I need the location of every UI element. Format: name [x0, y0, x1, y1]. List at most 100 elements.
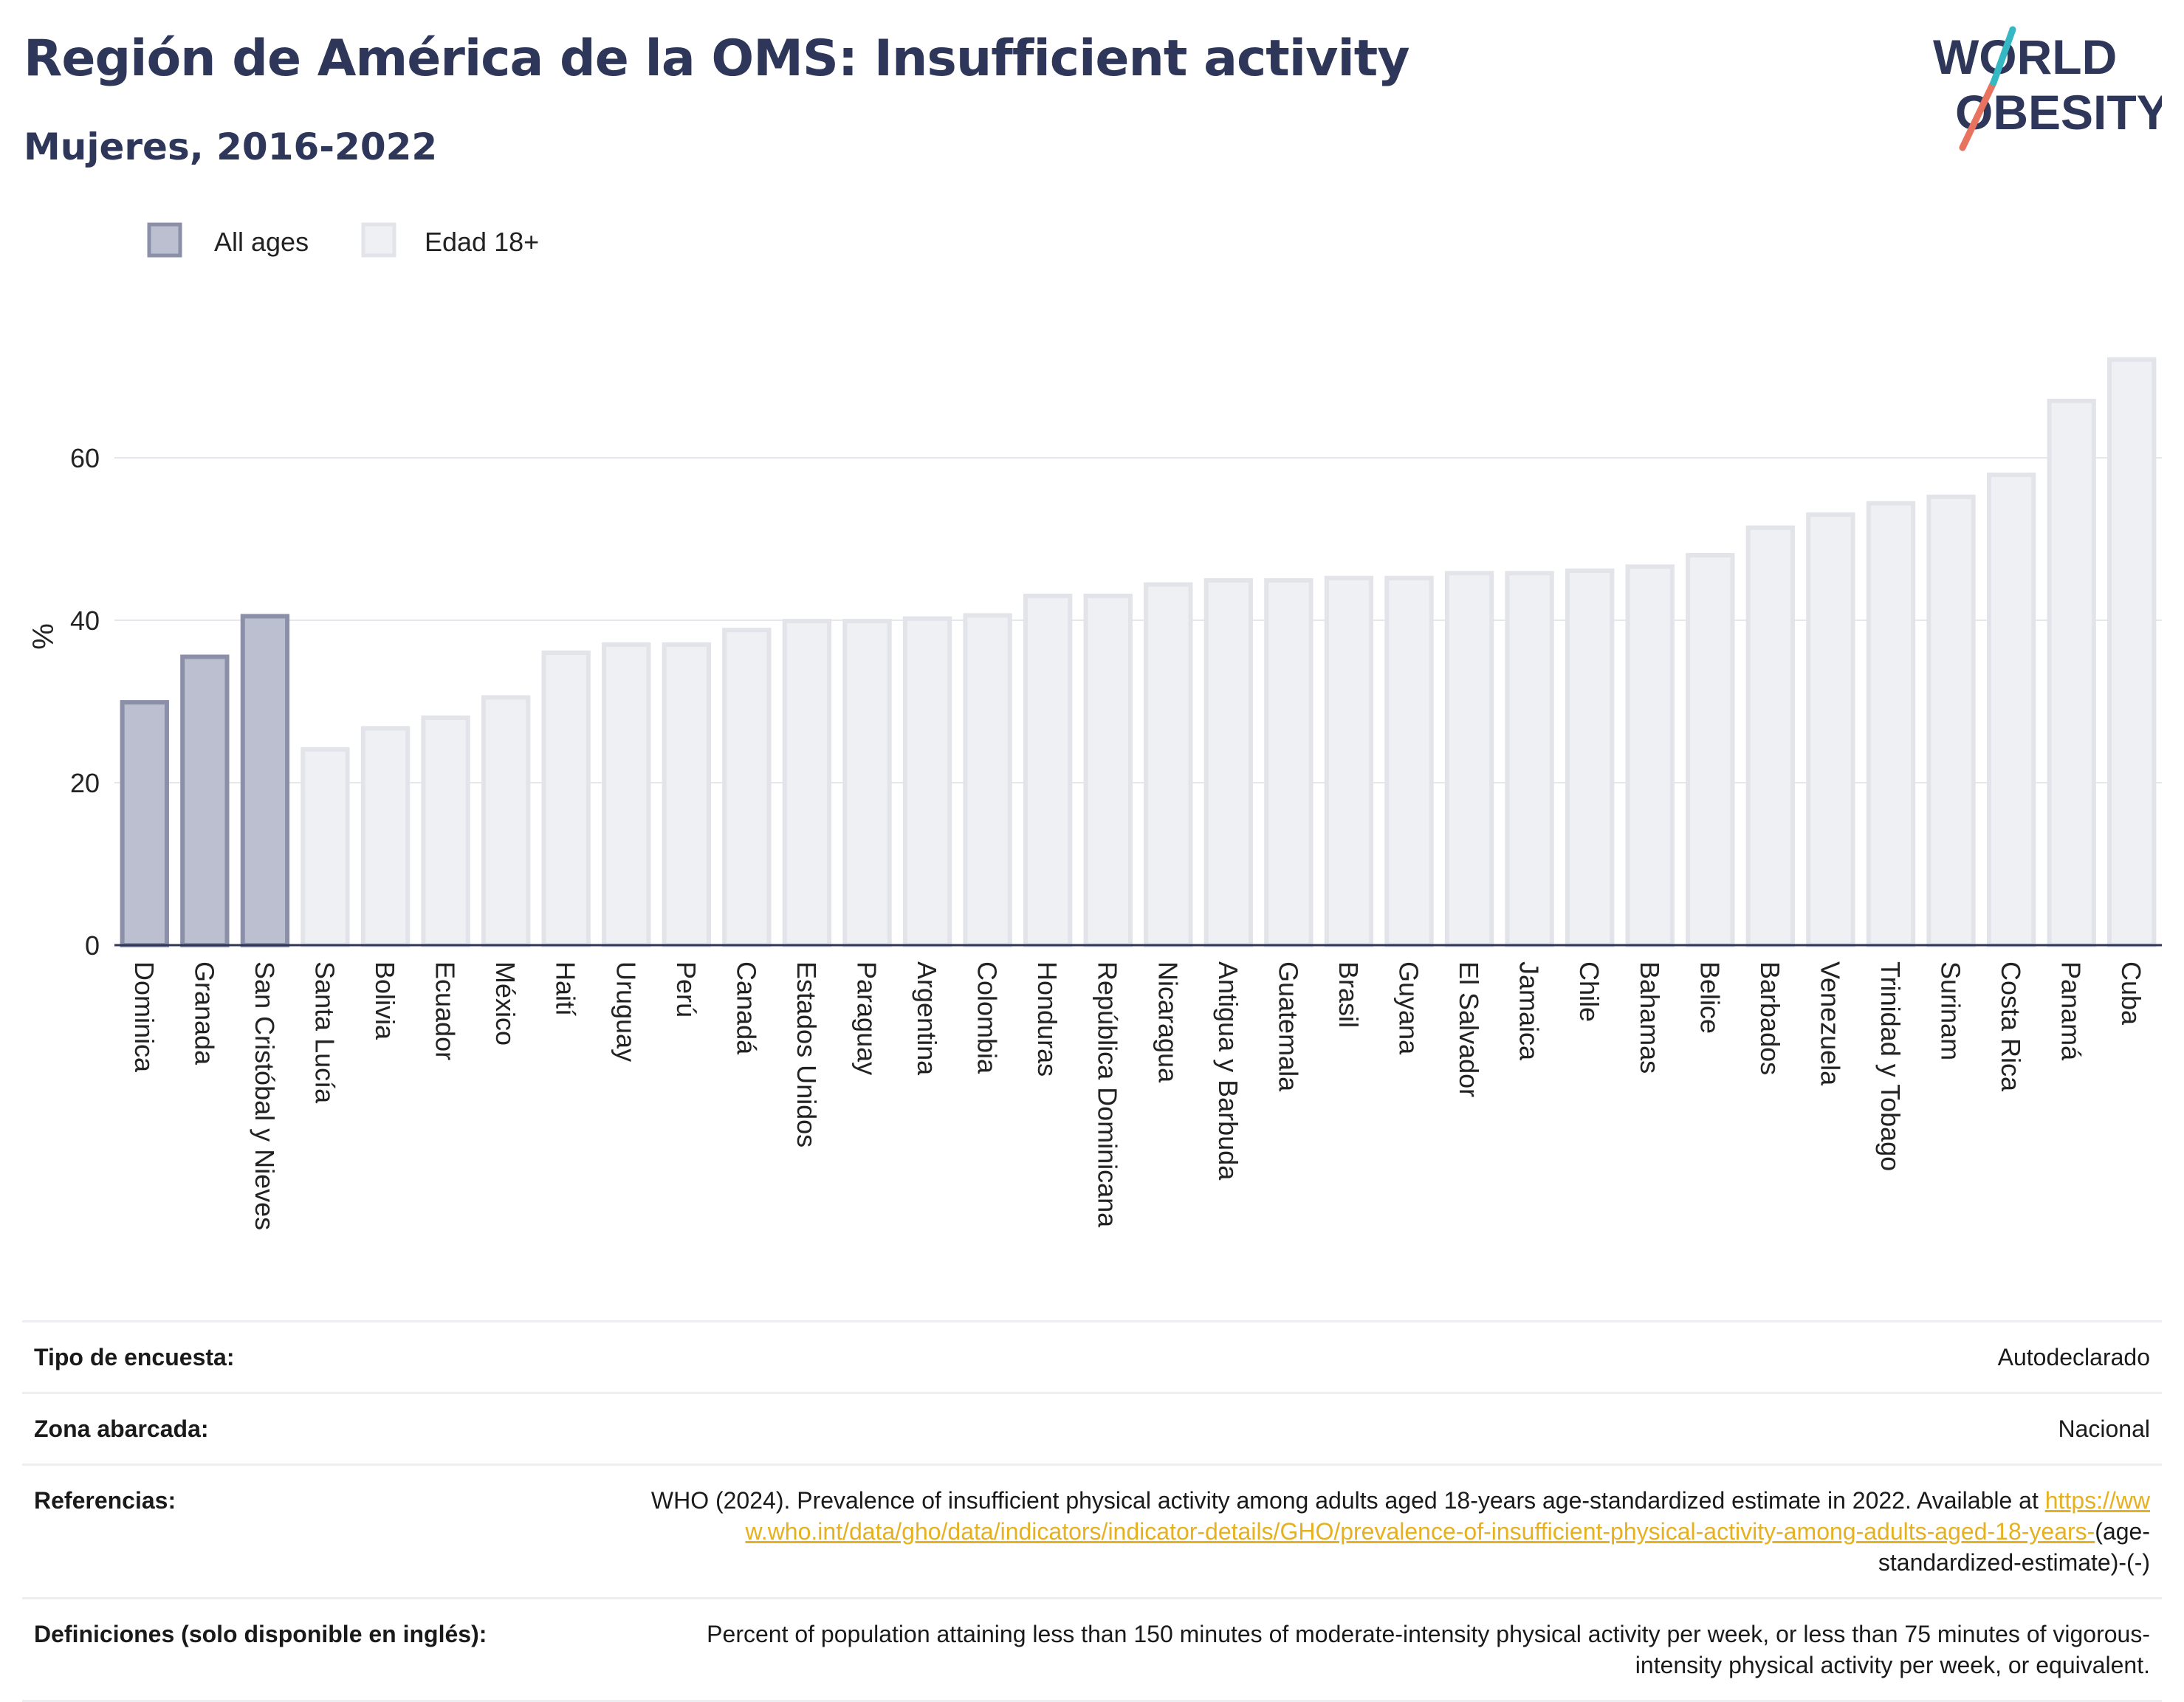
- bar: [481, 695, 531, 947]
- bar: [963, 613, 1012, 948]
- x-tick-label: Chile: [1574, 961, 1604, 1022]
- bar: [360, 726, 411, 947]
- x-tick-label: Perú: [671, 961, 701, 1018]
- info-key: Definiciones (solo disponible en inglés)…: [22, 1597, 636, 1702]
- x-tick-label: Granada: [189, 961, 219, 1066]
- bar: [301, 747, 350, 948]
- x-tick-label: Colombia: [972, 961, 1003, 1074]
- info-value: Nacional: [636, 1392, 2162, 1466]
- bar: [1926, 494, 1976, 947]
- x-tick-label: San Cristóbal y Nieves: [250, 961, 280, 1230]
- x-tick-label: Cuba: [2116, 961, 2146, 1026]
- chart-title: Región de América de la OMS: Insufficien…: [24, 30, 1410, 88]
- reference-link[interactable]: https://www.who.int/data/gho/data/indica…: [745, 1487, 2150, 1545]
- bar: [120, 700, 169, 947]
- x-tick-label: Jamaica: [1514, 961, 1545, 1061]
- x-tick-label: Venezuela: [1815, 961, 1845, 1086]
- bar: [1745, 525, 1796, 947]
- bar: [1806, 512, 1855, 947]
- bar: [1384, 575, 1434, 947]
- x-tick-label: Guatemala: [1273, 961, 1303, 1092]
- x-tick-label: El Salvador: [1454, 961, 1484, 1097]
- legend-swatch-all-ages: [147, 222, 182, 258]
- info-value: WHO (2024). Prevalence of insufficient p…: [636, 1463, 2162, 1599]
- y-tick-label: 40: [70, 605, 100, 636]
- x-tick-label: Uruguay: [611, 961, 641, 1062]
- bar: [2107, 357, 2157, 947]
- bar: [1083, 594, 1133, 947]
- bar: [902, 616, 952, 947]
- bar: [1203, 578, 1254, 947]
- x-tick-label: Honduras: [1032, 961, 1062, 1077]
- legend-swatch-edad-18: [361, 222, 396, 258]
- logo-line-1: WORLD: [1933, 30, 2117, 84]
- bar: [842, 619, 892, 947]
- bar: [1023, 594, 1073, 947]
- info-value: Autodeclarado: [636, 1320, 2162, 1394]
- bar: [602, 642, 651, 947]
- x-tick-label: Surinam: [1936, 961, 1966, 1060]
- legend-label-all-ages: All ages: [214, 227, 309, 257]
- x-tick-label: Panamá: [2056, 961, 2087, 1061]
- bar: [421, 716, 470, 947]
- info-key: Tipo de encuesta:: [22, 1320, 636, 1394]
- x-tick-label: Brasil: [1333, 961, 1364, 1028]
- x-tick-label: Bahamas: [1635, 961, 1665, 1074]
- info-row-survey-type: Tipo de encuesta: Autodeclarado: [22, 1320, 2162, 1394]
- x-tick-label: Dominica: [129, 961, 159, 1073]
- bar: [782, 619, 832, 947]
- bar: [1264, 578, 1314, 947]
- info-row-references: Referencias: WHO (2024). Prevalence of i…: [22, 1463, 2162, 1599]
- info-table: Tipo de encuesta: Autodeclarado Zona aba…: [22, 1320, 2162, 1702]
- reference-text: WHO (2024). Prevalence of insufficient p…: [650, 1487, 2045, 1514]
- x-tick-label: Santa Lucía: [309, 961, 340, 1104]
- x-tick-label: Costa Rica: [1996, 961, 2026, 1092]
- x-tick-label: Ecuador: [430, 961, 461, 1060]
- bar: [240, 614, 290, 947]
- x-tick-label: Trinidad y Tobago: [1875, 961, 1906, 1171]
- bar: [662, 642, 711, 947]
- info-key: Zona abarcada:: [22, 1392, 636, 1466]
- y-tick-label: 20: [70, 768, 100, 798]
- info-row-definitions: Definiciones (solo disponible en inglés)…: [22, 1597, 2162, 1702]
- y-tick-labels: 0 20 40 60: [70, 443, 100, 961]
- bar: [1505, 571, 1554, 947]
- x-tick-label: México: [490, 961, 521, 1046]
- bar: [1686, 553, 1735, 947]
- bar: [1144, 582, 1193, 947]
- x-tick-label: Belice: [1694, 961, 1725, 1034]
- info-key: Referencias:: [22, 1463, 636, 1599]
- bar: [1324, 575, 1374, 947]
- bars: [120, 357, 2157, 948]
- x-tick-label: República Dominicana: [1093, 961, 1123, 1228]
- bar: [1565, 568, 1615, 948]
- bar: [1625, 564, 1675, 947]
- world-obesity-logo: WORLD OBESITY: [1933, 26, 2162, 151]
- reference-suffix: (age-standardized-estimate)-(-): [1878, 1518, 2150, 1576]
- legend: All ages Edad 18+: [147, 222, 539, 258]
- info-value: Percent of population attaining less tha…: [636, 1597, 2162, 1702]
- x-tick-label: Paraguay: [851, 961, 882, 1075]
- x-tick-label: Barbados: [1755, 961, 1785, 1075]
- info-row-coverage: Zona abarcada: Nacional: [22, 1392, 2162, 1466]
- bar: [541, 651, 591, 947]
- x-tick-label: Canadá: [731, 961, 761, 1055]
- bar: [2047, 399, 2096, 947]
- x-tick-labels: Dominica Granada San Cristóbal y Nieves San…: [129, 961, 2146, 1230]
- x-tick-label: Bolivia: [370, 961, 400, 1040]
- bar: [180, 654, 230, 947]
- x-tick-label: Antigua y Barbuda: [1213, 961, 1243, 1181]
- x-tick-label: Estados Unidos: [791, 961, 822, 1147]
- bar: [1986, 473, 2036, 947]
- x-tick-label: Nicaragua: [1153, 961, 1183, 1083]
- x-tick-label: Haití: [551, 961, 581, 1016]
- legend-label-edad-18: Edad 18+: [425, 227, 539, 257]
- bar-chart: All ages Edad 18+ % 0 20 40 60 Dominica Gran…: [27, 222, 2162, 1230]
- bar: [722, 628, 772, 947]
- bar: [1444, 571, 1494, 947]
- bar: [1866, 501, 1916, 947]
- x-tick-label: Guyana: [1394, 961, 1424, 1055]
- chart-subtitle: Mujeres, 2016-2022: [24, 126, 438, 168]
- y-tick-label: 0: [85, 930, 100, 961]
- y-tick-label: 60: [70, 443, 100, 473]
